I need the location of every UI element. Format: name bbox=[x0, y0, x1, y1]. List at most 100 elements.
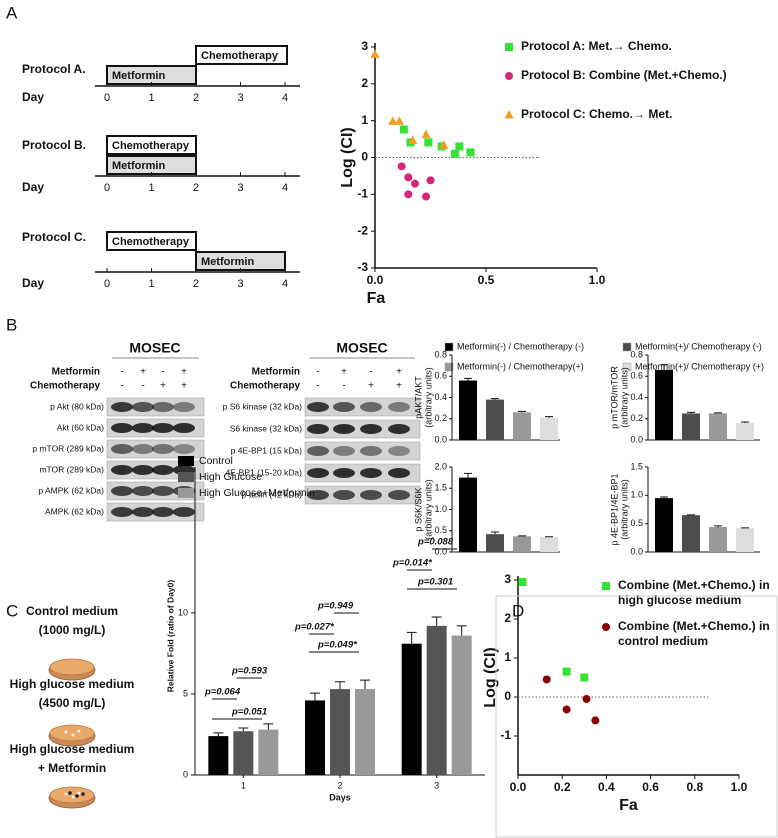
protocol-box-label: Chemotherapy bbox=[112, 236, 190, 248]
y-axis-label: Log (CI) bbox=[482, 647, 499, 707]
bar bbox=[305, 700, 325, 775]
day-tick-label: 4 bbox=[282, 92, 288, 104]
blot-band bbox=[132, 444, 154, 454]
y-axis-label: (arbitrary units) bbox=[619, 479, 629, 540]
blot-band bbox=[111, 465, 133, 475]
legend-marker bbox=[505, 43, 513, 51]
data-point bbox=[542, 675, 551, 684]
bar bbox=[459, 477, 477, 552]
bar bbox=[513, 536, 531, 552]
data-point bbox=[518, 577, 527, 586]
y-tick-label: 2 bbox=[361, 76, 368, 90]
y-tick-label: 1.0 bbox=[434, 504, 447, 514]
y-tick-label: 0.5 bbox=[630, 518, 643, 528]
y-axis-label: p mTOR/mTOR bbox=[609, 366, 619, 429]
bar bbox=[736, 528, 754, 552]
error-bar bbox=[464, 377, 472, 381]
day-tick-label: 1 bbox=[148, 92, 154, 104]
bar bbox=[655, 369, 673, 440]
blot-label: p mTOR (289 kDa) bbox=[32, 443, 104, 453]
treatment-sign: + bbox=[181, 381, 187, 392]
blot-band bbox=[360, 490, 382, 500]
y-tick-label: 3 bbox=[361, 39, 368, 53]
p-value: p=0.014* bbox=[392, 558, 433, 569]
p-value: p=0.027* bbox=[294, 622, 335, 633]
bar bbox=[233, 731, 254, 775]
blot-title: MOSEC bbox=[336, 340, 387, 356]
blot-band bbox=[388, 402, 410, 412]
data-point bbox=[426, 176, 435, 185]
blot-band bbox=[333, 490, 355, 500]
data-point bbox=[562, 667, 571, 676]
x-axis-label: Fa bbox=[367, 290, 386, 307]
treatment-sign: - bbox=[342, 381, 345, 392]
blot-band bbox=[307, 490, 329, 500]
bar bbox=[655, 498, 673, 552]
panel-label: B bbox=[6, 315, 17, 334]
error-bar bbox=[518, 410, 526, 413]
treatment-sign: + bbox=[181, 367, 187, 378]
y-tick-label: 0.0 bbox=[630, 546, 643, 556]
legend-entry: Combine (Met.+Chemo.) in high glucose me… bbox=[618, 578, 770, 607]
data-point bbox=[410, 179, 419, 188]
p-value: p=0.301 bbox=[417, 577, 453, 588]
blot-band bbox=[173, 402, 195, 412]
x-tick-label: 0.5 bbox=[478, 273, 495, 287]
bar bbox=[459, 380, 477, 440]
blot-band bbox=[360, 424, 382, 434]
y-tick-label: 0.0 bbox=[630, 434, 643, 444]
y-tick-label: -1 bbox=[357, 187, 368, 201]
y-tick-label: 0.6 bbox=[630, 371, 643, 381]
y-tick-label: 1 bbox=[361, 113, 368, 127]
day-tick-label: 1 bbox=[148, 278, 154, 290]
blot-band bbox=[132, 507, 154, 517]
error-bar bbox=[456, 625, 467, 636]
treatment-sign: - bbox=[120, 381, 123, 392]
treatment-sign: - bbox=[141, 381, 144, 392]
data-point bbox=[404, 173, 413, 182]
y-tick-label: 0 bbox=[361, 150, 368, 164]
bar bbox=[540, 417, 558, 440]
day-tick-label: 1 bbox=[148, 182, 154, 194]
legend-label: High Glucose bbox=[199, 471, 262, 483]
blot-band bbox=[333, 446, 355, 456]
legend-swatch bbox=[178, 456, 194, 466]
blot-band bbox=[333, 424, 355, 434]
bar bbox=[736, 423, 754, 440]
blot-band bbox=[333, 468, 355, 478]
glucose-dot bbox=[64, 730, 68, 734]
treatment-label: Metformin bbox=[252, 367, 300, 378]
error-bar bbox=[360, 679, 370, 690]
legend-label: Metformin(+)/ Chemotherapy (-) bbox=[635, 341, 762, 351]
treatment-sign: + bbox=[341, 367, 347, 378]
error-bar bbox=[335, 681, 345, 690]
legend-marker bbox=[505, 72, 513, 80]
blot-label: p Akt (80 kDa) bbox=[50, 401, 104, 411]
x-tick-label: 0.6 bbox=[642, 780, 659, 794]
data-point bbox=[466, 148, 475, 157]
day-tick-label: 2 bbox=[193, 278, 199, 290]
glucose-dot bbox=[77, 729, 81, 733]
y-tick-label: 10 bbox=[178, 607, 188, 617]
blot-band bbox=[111, 507, 133, 517]
legend-entry: Combine (Met.+Chemo.) in control medium bbox=[618, 619, 770, 648]
legend-entry: Protocol B: Combine (Met.+Chemo.) bbox=[521, 68, 727, 82]
x-tick-label: 3 bbox=[434, 780, 439, 790]
blot-band bbox=[132, 465, 154, 475]
error-bar bbox=[687, 411, 695, 414]
treatment-sign: + bbox=[396, 367, 402, 378]
legend-entry: Protocol A: Met.→ Chemo. bbox=[521, 39, 672, 53]
dish-top bbox=[49, 786, 95, 804]
legend-swatch bbox=[178, 488, 194, 498]
treatment-label: Chemotherapy bbox=[30, 381, 100, 392]
y-axis-label: Log (CI) bbox=[339, 127, 356, 187]
y-tick-label: 1.5 bbox=[630, 461, 643, 471]
legend-label: Metformin(-) / Chemotherapy (-) bbox=[457, 341, 584, 351]
day-tick-label: 3 bbox=[237, 182, 243, 194]
metformin-dot bbox=[81, 792, 85, 796]
blot-label: p 4E-BP1 (15 kDa) bbox=[231, 445, 303, 455]
data-point bbox=[394, 116, 404, 125]
error-bar bbox=[431, 616, 442, 626]
bar bbox=[486, 399, 504, 440]
blot-band bbox=[111, 444, 133, 454]
